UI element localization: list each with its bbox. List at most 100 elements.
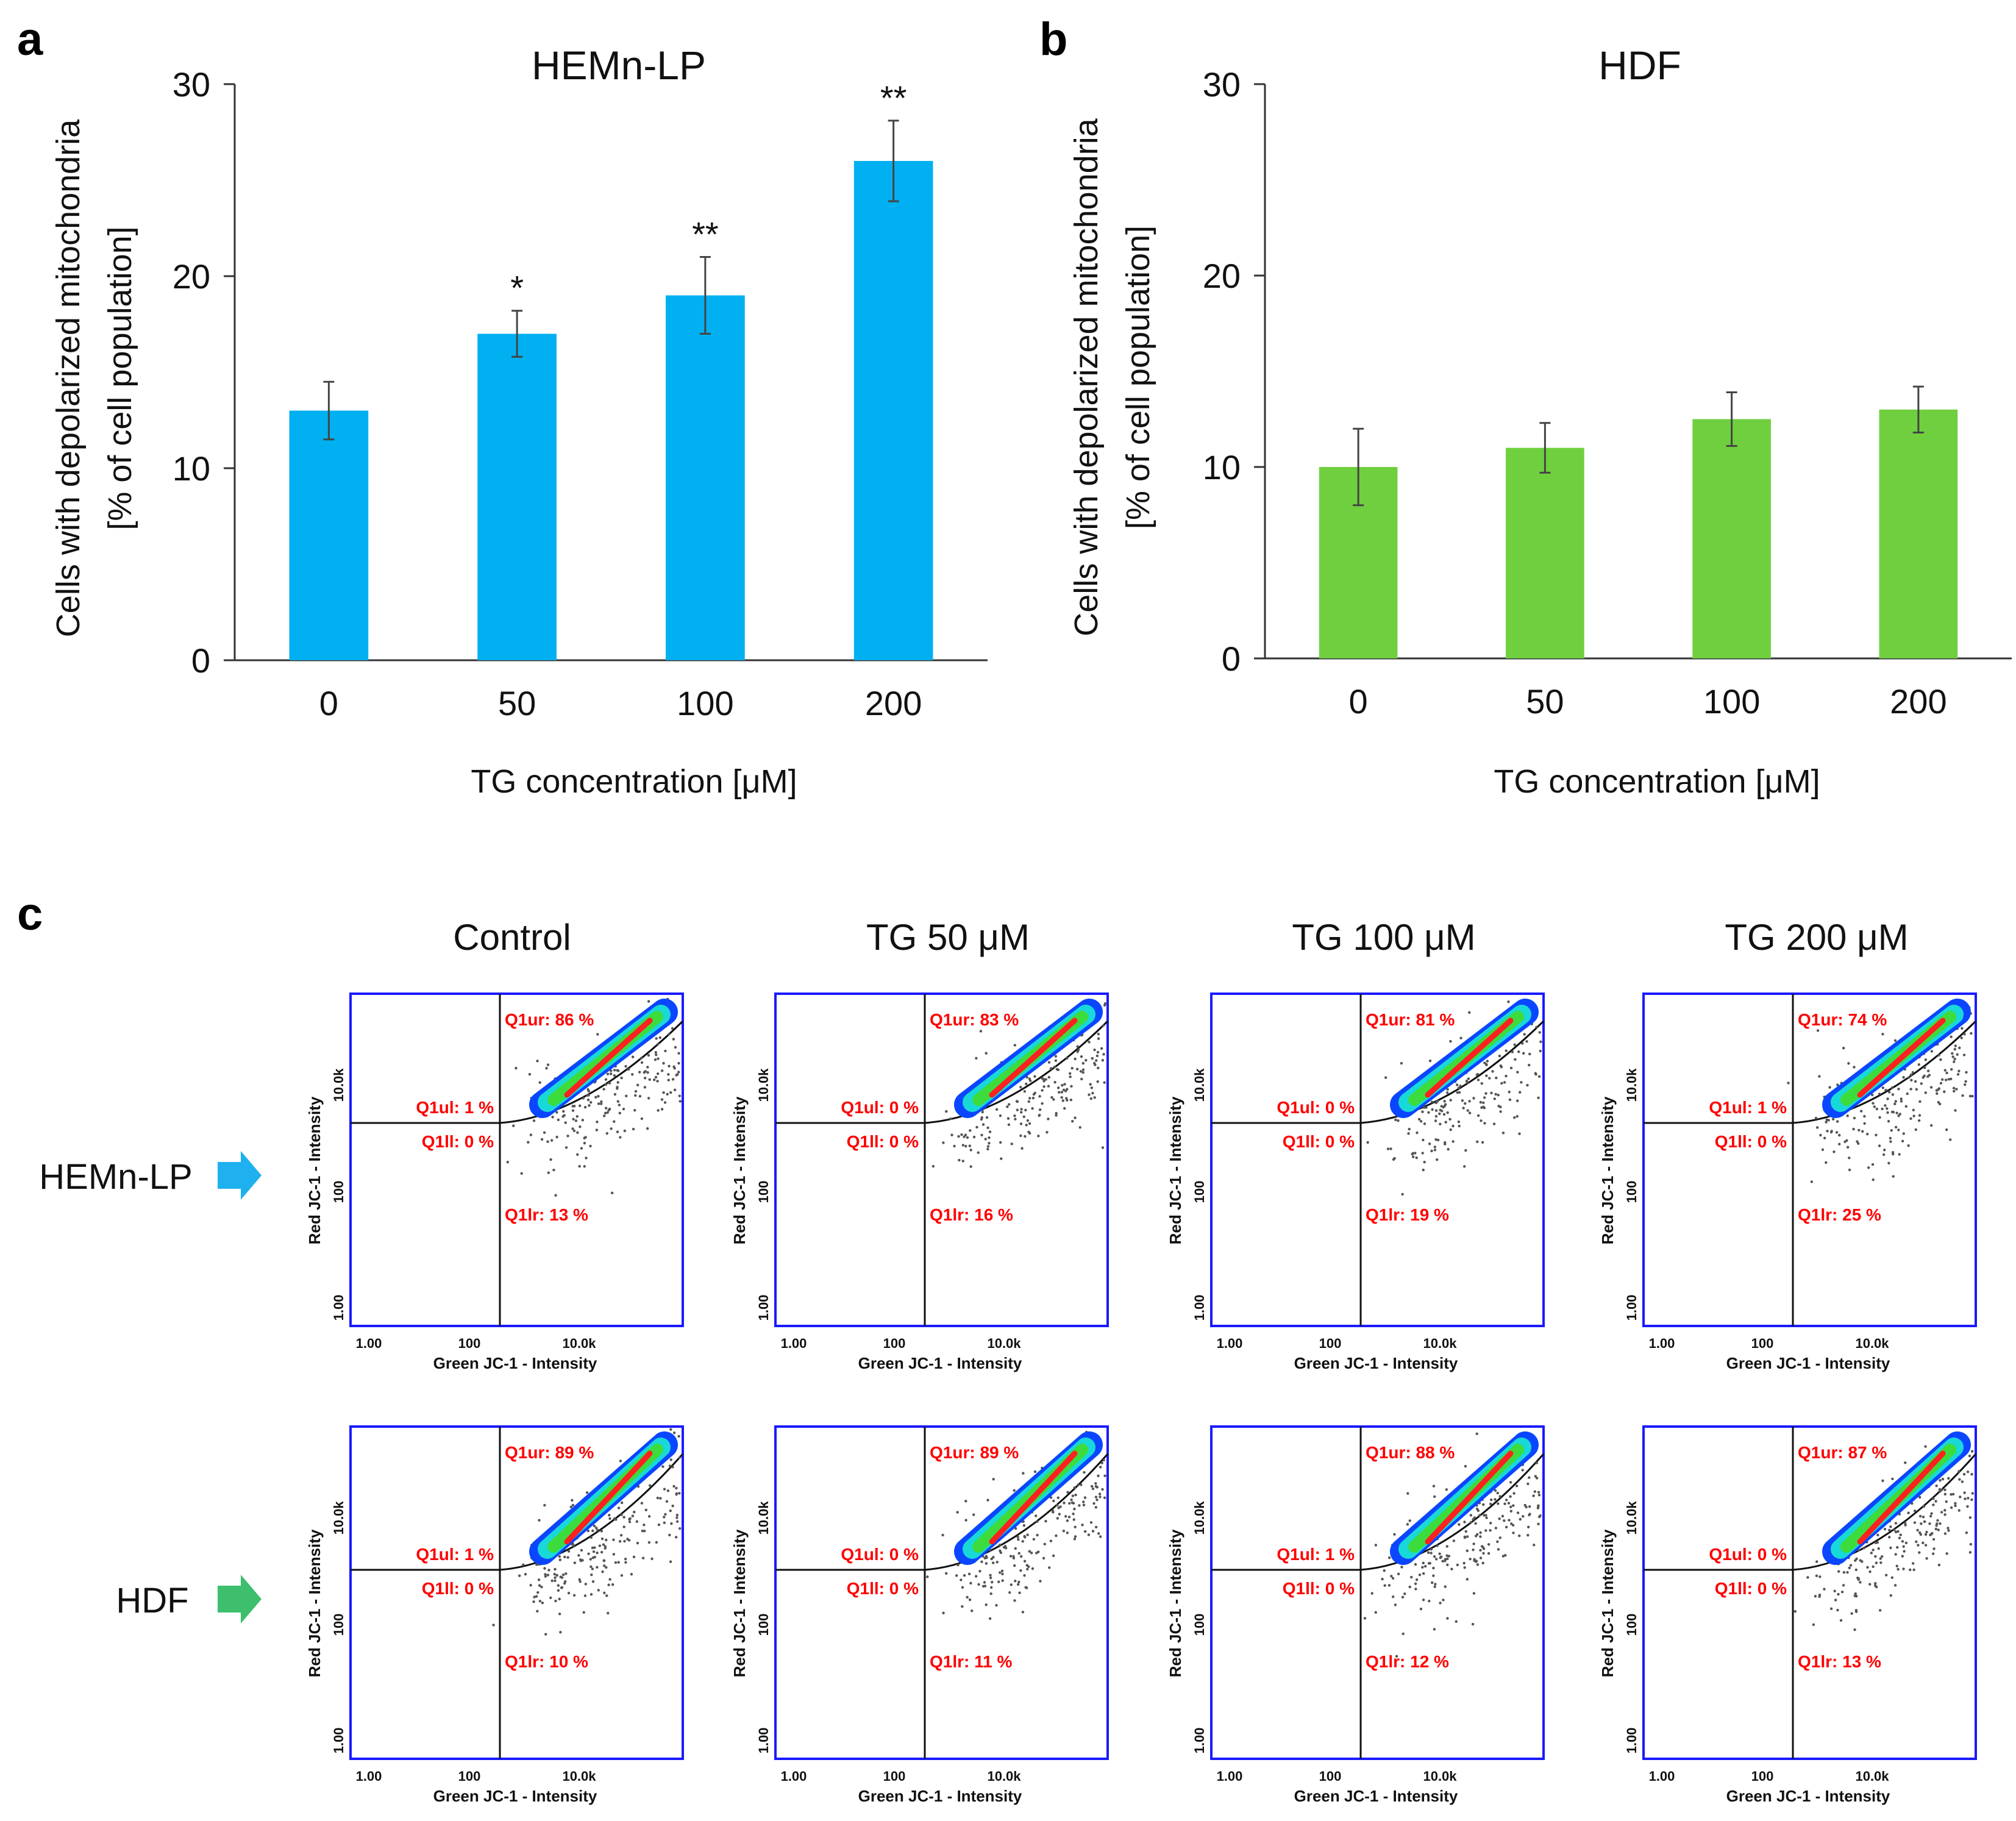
event-dot xyxy=(1951,1052,1954,1055)
event-dot xyxy=(1901,1555,1904,1558)
event-dot xyxy=(506,1160,510,1164)
event-dot xyxy=(1430,1581,1434,1584)
event-dot xyxy=(1100,1461,1103,1464)
event-dot xyxy=(1071,1494,1075,1497)
event-dot xyxy=(1500,1082,1503,1085)
event-dot xyxy=(964,1133,967,1136)
event-dot xyxy=(1401,1192,1404,1196)
event-dot xyxy=(1489,1502,1492,1506)
event-dot xyxy=(535,1563,538,1566)
event-dot xyxy=(536,1609,539,1613)
event-dot xyxy=(1037,1135,1040,1138)
chart-title: HDF xyxy=(1598,43,1681,88)
event-dot xyxy=(1961,1094,1964,1097)
event-dot xyxy=(1501,1131,1505,1135)
event-dot xyxy=(1054,1055,1058,1058)
event-dot xyxy=(624,1064,627,1068)
event-dot xyxy=(593,1524,596,1528)
event-dot xyxy=(1101,1488,1104,1491)
event-dot xyxy=(668,1464,672,1467)
event-dot xyxy=(1880,1555,1884,1558)
event-dot xyxy=(540,1138,544,1141)
event-dot xyxy=(1097,1033,1100,1036)
x-tick-label: 10.0k xyxy=(562,1336,596,1351)
event-dot xyxy=(1947,1477,1950,1480)
event-dot xyxy=(1951,1055,1954,1058)
event-dot xyxy=(1878,1144,1881,1147)
event-dot xyxy=(1846,1146,1850,1149)
event-dot xyxy=(1062,1530,1066,1533)
event-dot xyxy=(1450,1567,1453,1570)
event-dot xyxy=(1904,1105,1907,1108)
event-dot xyxy=(538,1600,542,1603)
event-dot xyxy=(632,1127,635,1131)
event-dot xyxy=(1449,1039,1452,1043)
event-dot xyxy=(1932,1547,1936,1550)
event-dot xyxy=(1499,1110,1502,1113)
event-dot xyxy=(1917,1063,1921,1066)
event-dot xyxy=(1022,1472,1025,1475)
event-dot xyxy=(1038,1108,1042,1111)
y-axis-label-line2: [% of cell population] xyxy=(1120,226,1156,529)
event-dot xyxy=(1430,1100,1434,1103)
row-label: HDF xyxy=(116,1581,188,1620)
event-dot xyxy=(643,1530,646,1533)
event-dot xyxy=(1066,1491,1069,1494)
event-dot xyxy=(1070,1085,1073,1088)
event-dot xyxy=(1902,1567,1905,1570)
event-dot xyxy=(608,1578,611,1581)
y-axis-label: Red JC-1 - Intensity xyxy=(1598,1529,1617,1677)
event-dot xyxy=(1433,1628,1436,1631)
quadrant-ll-label: Q1ll: 0 % xyxy=(1283,1579,1355,1598)
event-dot xyxy=(1476,1140,1479,1144)
event-dot xyxy=(1070,1501,1074,1505)
event-dot xyxy=(1894,1125,1898,1129)
quadrant-diagonal-gate xyxy=(924,1020,1109,1124)
event-dot xyxy=(1092,1502,1095,1505)
event-dot xyxy=(964,1519,967,1522)
event-dot xyxy=(600,1537,604,1541)
event-dot xyxy=(1854,1595,1858,1598)
event-dot xyxy=(977,1583,980,1586)
event-dot xyxy=(1950,1493,1953,1496)
event-dot xyxy=(551,1116,554,1119)
y-tick-label: 30 xyxy=(173,65,210,104)
flow-plot: Q1ur: 87 % Q1ul: 0 % Q1ll: 0 % Q1lr: 13 % 1.… xyxy=(1598,1425,1977,1805)
quadrant-lr-label: Q1lr: 25 % xyxy=(1798,1205,1881,1224)
event-dot xyxy=(663,1521,666,1525)
event-dot xyxy=(1066,1531,1069,1534)
event-dot xyxy=(1537,1075,1541,1078)
y-axis-label: Red JC-1 - Intensity xyxy=(305,1096,324,1244)
event-dot xyxy=(631,1073,634,1076)
event-dot xyxy=(1825,1118,1828,1121)
event-dot xyxy=(622,1516,625,1519)
event-dot xyxy=(1928,1522,1931,1525)
event-dot xyxy=(1516,1114,1519,1118)
event-dot xyxy=(1894,1530,1898,1534)
y-tick-label: 0 xyxy=(191,641,210,680)
event-dot xyxy=(1889,1546,1892,1550)
event-dot xyxy=(1387,1584,1391,1587)
event-dot xyxy=(1006,1117,1010,1120)
event-dot xyxy=(657,1109,660,1112)
event-dot xyxy=(1901,1540,1904,1543)
event-dot xyxy=(600,1100,603,1103)
event-dot xyxy=(1505,1049,1508,1052)
quadrant-ur-label: Q1ur: 89 % xyxy=(930,1443,1019,1462)
event-dot xyxy=(1025,1124,1028,1127)
event-dot xyxy=(1387,1556,1391,1559)
event-dot xyxy=(668,1033,671,1036)
event-dot xyxy=(953,1144,956,1148)
event-dot xyxy=(1061,1084,1064,1087)
event-dot xyxy=(623,1129,627,1133)
event-dot xyxy=(605,1131,609,1135)
event-dot xyxy=(1033,1470,1037,1474)
event-dot xyxy=(1907,1511,1910,1514)
event-dot xyxy=(1481,1141,1484,1144)
event-dot xyxy=(1007,1123,1011,1126)
event-dot xyxy=(569,1505,572,1509)
event-dot xyxy=(1923,1520,1926,1523)
event-dot xyxy=(536,1060,539,1063)
event-dot xyxy=(964,1144,967,1148)
event-dot xyxy=(1839,1619,1843,1622)
